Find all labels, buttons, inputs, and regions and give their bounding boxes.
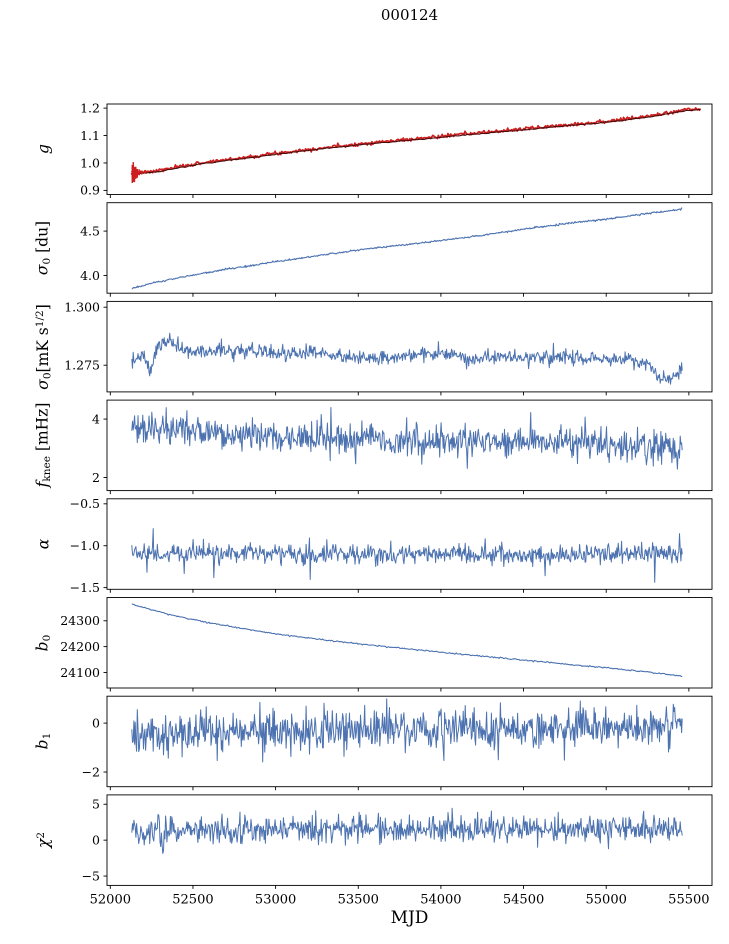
panel-alpha: −1.5 −1.0 −0.5 bbox=[70, 496, 713, 595]
panel-sigma0-mk: 1.275 1.300 bbox=[64, 300, 713, 396]
y-tick-label: 24300 bbox=[60, 613, 100, 628]
y-tick-label: 0 bbox=[92, 715, 100, 730]
y-axis-label-part: 0 bbox=[41, 257, 54, 265]
chart-title: 000124 bbox=[380, 6, 439, 24]
series-alpha bbox=[131, 528, 683, 583]
y-axis-label-part: χ bbox=[34, 838, 53, 849]
x-tick-label: 54500 bbox=[503, 892, 544, 907]
series-gain bbox=[131, 107, 702, 175]
y-axis-label-alpha: α bbox=[34, 538, 53, 550]
panel-b0: 24100 24200 24300 bbox=[60, 597, 713, 692]
y-tick-label: 4 bbox=[92, 411, 100, 426]
y-tick-label: 24100 bbox=[60, 665, 100, 680]
panel-spines bbox=[106, 300, 713, 393]
y-axis-label-sigma0-mk: σ0[mK s1/2] bbox=[33, 303, 54, 390]
y-axis-label-part: b bbox=[33, 641, 52, 652]
y-axis-label-b1: b1 bbox=[33, 733, 54, 750]
y-axis-label-chi2: χ2 bbox=[34, 832, 53, 849]
y-tick-label: 1.1 bbox=[80, 128, 100, 143]
y-tick-label: 2 bbox=[92, 470, 100, 485]
errorbar-marker bbox=[137, 170, 141, 174]
y-axis-label-part: σ bbox=[33, 378, 52, 390]
panel-spines bbox=[106, 498, 713, 590]
y-tick-label: −0.5 bbox=[70, 496, 100, 511]
y-axis-label-part: b bbox=[33, 739, 52, 750]
y-tick-label: 4.0 bbox=[80, 268, 100, 283]
y-axis-label-part: [du] bbox=[33, 220, 52, 258]
errorbar-marker bbox=[140, 171, 144, 174]
x-tick-label: 52000 bbox=[90, 892, 131, 907]
y-tick-label: 0 bbox=[92, 832, 100, 847]
panel-spines bbox=[106, 399, 713, 492]
panel-b1: −2 0 bbox=[82, 695, 713, 791]
y-axis-label-part: [mHz] bbox=[33, 402, 52, 457]
y-axis-label-part: ] bbox=[33, 303, 52, 310]
panel-spines bbox=[106, 597, 713, 689]
y-axis-label-part: σ bbox=[33, 264, 52, 276]
panel-g: 0.9 1.0 1.1 1.2 bbox=[80, 100, 713, 198]
panel-sigma0-du: 4.0 4.5 bbox=[80, 202, 713, 297]
y-axis-label-fknee: fknee [mHz] bbox=[33, 402, 54, 488]
panel-spines bbox=[106, 695, 713, 788]
x-tick-label: 53000 bbox=[255, 892, 296, 907]
y-axis-label-g: g bbox=[34, 144, 53, 155]
panel-spines bbox=[106, 202, 713, 294]
y-axis-label-part: 0 bbox=[41, 634, 54, 642]
series-b1 bbox=[131, 698, 683, 763]
y-axis-label-part: α bbox=[34, 538, 53, 550]
y-tick-label: 1.275 bbox=[64, 358, 100, 373]
series-sigma0-du bbox=[131, 207, 683, 290]
y-axis-label-part: g bbox=[34, 144, 53, 155]
y-tick-label: 0.9 bbox=[80, 183, 100, 198]
y-axis-label-part: 1 bbox=[41, 733, 54, 740]
panel-fknee: 24 bbox=[92, 399, 713, 495]
series-fknee bbox=[131, 407, 683, 470]
y-tick-label: 1.300 bbox=[64, 300, 100, 315]
y-tick-label: 5 bbox=[92, 797, 100, 812]
x-tick-label: 55500 bbox=[668, 892, 709, 907]
series-chi2 bbox=[131, 807, 683, 854]
x-tick-label: 53500 bbox=[338, 892, 379, 907]
series-sigma0-mk bbox=[131, 332, 683, 385]
errorbars-g bbox=[130, 162, 147, 183]
series-b0 bbox=[131, 603, 683, 678]
y-axis-label-sigma0-du: σ0 [du] bbox=[33, 220, 54, 276]
x-tick-label: 55000 bbox=[586, 892, 627, 907]
errorbar-marker bbox=[143, 170, 147, 174]
panel-spines bbox=[106, 103, 713, 195]
y-tick-label: 1.2 bbox=[80, 100, 100, 115]
y-tick-label: −1.5 bbox=[70, 580, 100, 595]
y-tick-label: −1.0 bbox=[70, 538, 100, 553]
y-tick-label: 4.5 bbox=[80, 223, 100, 238]
x-axis-label: MJD bbox=[390, 908, 429, 928]
y-axis-label-part: 2 bbox=[34, 832, 47, 839]
x-tick-label: 52500 bbox=[172, 892, 213, 907]
y-axis-label-part: knee bbox=[41, 456, 54, 482]
x-tick-label: 54000 bbox=[420, 892, 461, 907]
y-axis-label-part: 0 bbox=[41, 372, 54, 379]
y-tick-label: 24200 bbox=[60, 639, 100, 654]
y-tick-label: 1.0 bbox=[80, 155, 100, 170]
y-axis-label-part: [mK s bbox=[33, 326, 52, 373]
series-gain-smooth bbox=[131, 108, 701, 176]
y-tick-label: −5 bbox=[82, 868, 100, 883]
y-axis-label-b0: b0 bbox=[33, 634, 54, 652]
panel-chi2: −5 0 5 52000 52500 53000 53500 54000 54500 55000 5… bbox=[82, 794, 713, 907]
y-axis-label-part: f bbox=[33, 481, 52, 488]
y-axis-label-part: 1/2 bbox=[34, 309, 47, 327]
y-tick-label: −2 bbox=[82, 764, 100, 779]
